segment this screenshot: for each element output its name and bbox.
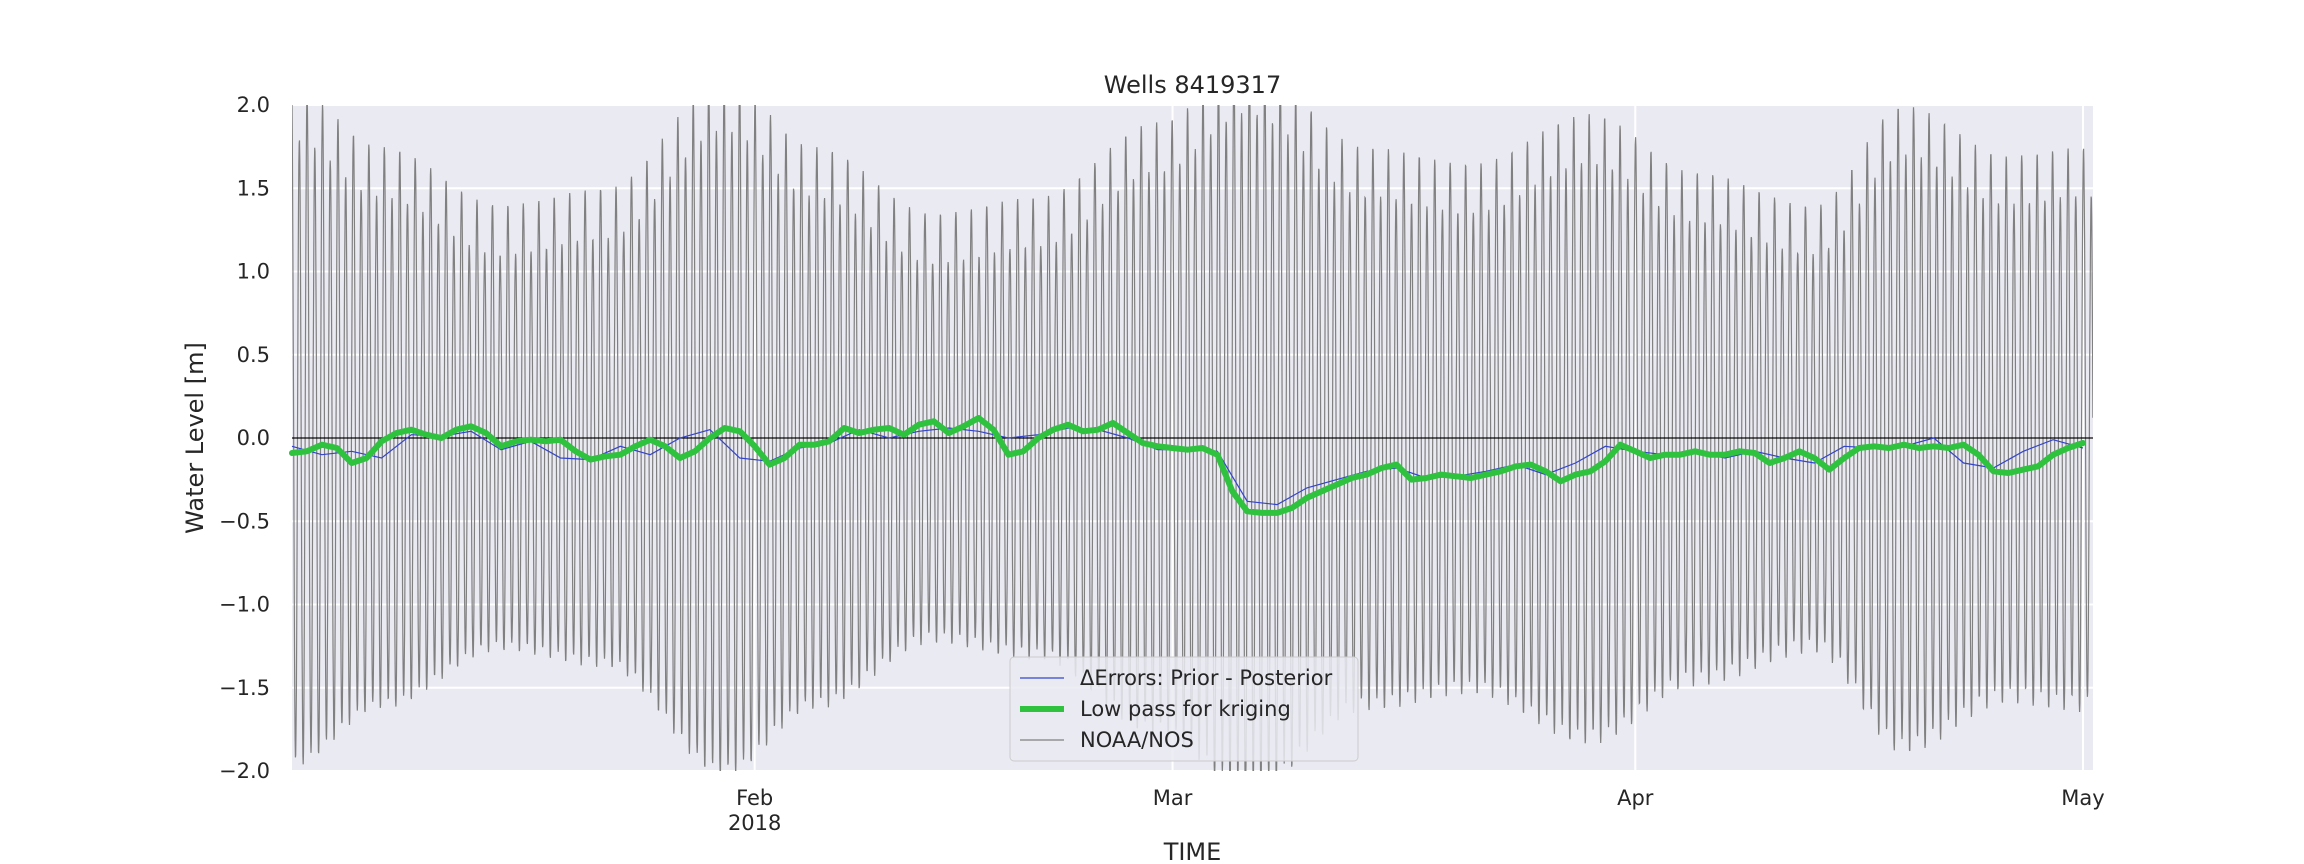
y-tick-label: −0.5 (219, 509, 270, 533)
x-tick-label: Apr (1617, 786, 1654, 810)
noaa-nos-series (292, 105, 2093, 771)
y-tick-label: 0.0 (237, 426, 270, 450)
low-pass-series (289, 415, 2086, 516)
legend: ΔErrors: Prior - Posterior Low pass for k… (1009, 656, 1359, 762)
x-tick-label: May (2061, 786, 2104, 810)
x-axis-label: TIME (1163, 838, 1222, 864)
y-tick-label: 1.0 (237, 260, 270, 284)
x-tick-label: Mar (1153, 786, 1193, 810)
y-tick-label: 0.5 (237, 343, 270, 367)
low-pass-line (289, 415, 2086, 516)
x-tick-label: Feb (736, 786, 773, 810)
legend-box (1009, 656, 1359, 762)
x-tick-sublabel: 2018 (728, 811, 781, 835)
y-axis-ticks: −2.0 −1.5 −1.0 −0.5 0.0 0.5 1.0 1.5 2.0 (219, 93, 270, 783)
legend-label: Low pass for kriging (1080, 697, 1291, 721)
legend-label: ΔErrors: Prior - Posterior (1080, 666, 1333, 690)
y-tick-label: −2.0 (219, 759, 270, 783)
chart-title: Wells 8419317 (1104, 71, 1281, 99)
noaa-nos-line (292, 105, 2093, 771)
y-axis-label: Water Level [m] (181, 342, 209, 534)
y-tick-label: 2.0 (237, 93, 270, 117)
y-tick-label: −1.0 (219, 593, 270, 617)
y-tick-label: −1.5 (219, 676, 270, 700)
y-tick-label: 1.5 (237, 176, 270, 200)
legend-label: NOAA/NOS (1080, 728, 1194, 752)
